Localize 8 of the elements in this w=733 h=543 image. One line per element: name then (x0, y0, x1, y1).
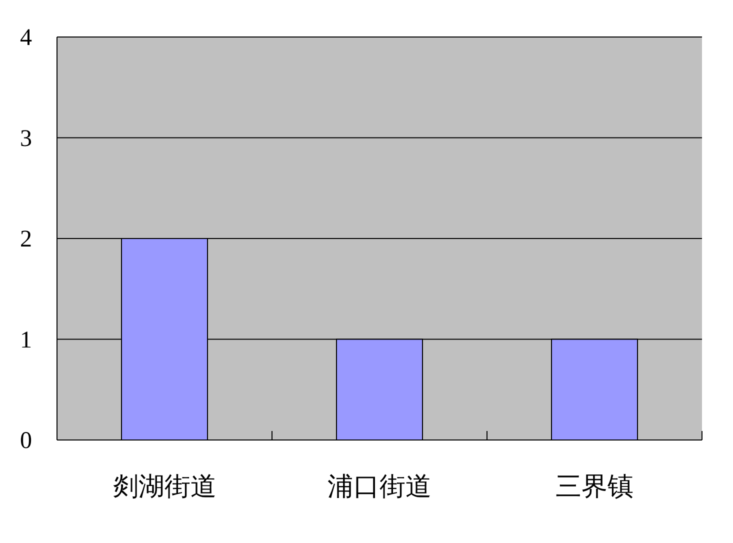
y-tick-label: 2 (20, 226, 32, 252)
y-tick-label: 4 (20, 25, 32, 51)
x-tick-label: 浦口街道 (328, 472, 432, 501)
y-tick-label: 3 (20, 126, 32, 152)
y-tick-label: 1 (20, 327, 32, 354)
y-tick-label: 0 (20, 428, 32, 454)
x-tick-label: 三界镇 (556, 472, 634, 501)
x-tick-label: 剡湖街道 (112, 472, 216, 501)
